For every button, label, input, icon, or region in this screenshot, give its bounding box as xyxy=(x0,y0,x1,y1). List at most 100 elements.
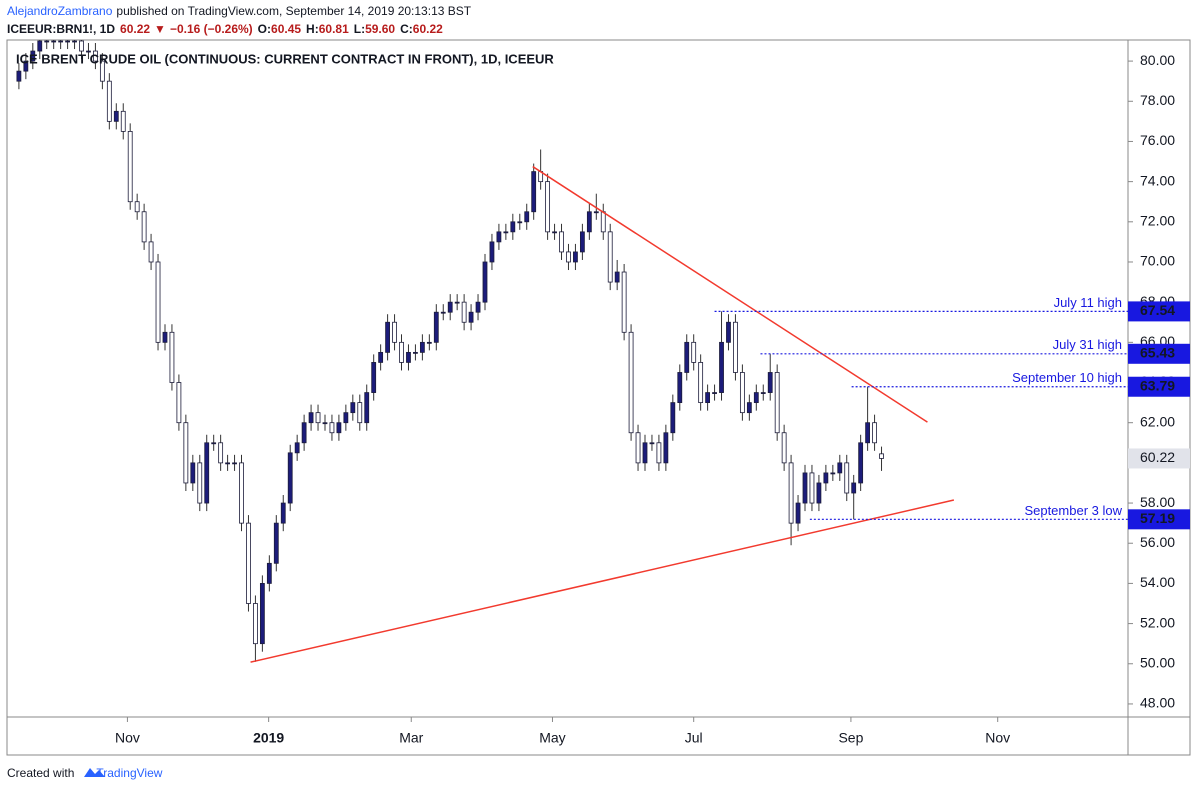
candle-body xyxy=(614,271,620,283)
candle-body xyxy=(399,341,404,363)
last-price-label: 60.22 xyxy=(1140,449,1175,465)
level-label: September 3 low xyxy=(1024,503,1122,518)
candle-body xyxy=(698,362,704,404)
ohlc-value: 59.60 xyxy=(365,22,395,36)
y-tick-label: 50.00 xyxy=(1140,654,1175,670)
candle-body xyxy=(545,181,551,233)
candle-body xyxy=(573,251,578,263)
author[interactable]: AlejandroZambrano xyxy=(7,4,113,18)
candle-body xyxy=(204,442,210,504)
candle-body xyxy=(496,231,502,243)
x-tick-label: Nov xyxy=(985,730,1010,746)
candle-body xyxy=(719,341,724,393)
candle-body xyxy=(37,40,43,52)
candle-body xyxy=(503,231,509,234)
candle-body xyxy=(517,221,523,224)
x-tick-label: Jul xyxy=(685,730,703,746)
y-tick-label: 80.00 xyxy=(1140,52,1175,68)
y-tick-label: 56.00 xyxy=(1140,534,1175,550)
candle-body xyxy=(559,231,564,253)
candle-body xyxy=(642,442,648,464)
ohlc: O:60.45 H:60.81 L:59.60 C:60.22 xyxy=(258,22,443,36)
y-tick-label: 72.00 xyxy=(1140,213,1175,229)
y-tick-label: 70.00 xyxy=(1140,253,1175,269)
trendline xyxy=(532,165,928,423)
candle-body xyxy=(336,422,342,434)
candle-body xyxy=(767,372,773,393)
candle-body xyxy=(566,251,571,263)
candle-body xyxy=(531,171,537,213)
candle-body xyxy=(823,472,829,484)
x-tick-label: Sep xyxy=(838,730,863,746)
footer-brand[interactable]: TradingView xyxy=(96,766,162,780)
footer-text: Created with xyxy=(7,766,74,780)
candle-body xyxy=(343,412,349,424)
candle-body xyxy=(72,40,77,43)
candle-body xyxy=(51,40,57,43)
candle-body xyxy=(844,462,850,494)
candle-body xyxy=(809,472,815,504)
ohlc-value: 60.45 xyxy=(271,22,301,36)
y-tick-label: 76.00 xyxy=(1140,132,1175,148)
candle-body xyxy=(190,462,196,484)
candle-body xyxy=(593,211,599,214)
candle-body xyxy=(663,432,669,464)
candle-body xyxy=(510,221,516,233)
candle-body xyxy=(294,442,300,454)
footer: Created with TradingView xyxy=(7,766,163,780)
candle-body xyxy=(44,40,50,43)
candle-body xyxy=(872,422,877,444)
candle-body xyxy=(419,341,425,353)
x-tick-label: Mar xyxy=(399,730,423,746)
level-label: September 10 high xyxy=(1012,370,1122,385)
level-label: July 11 high xyxy=(1054,295,1122,310)
candle-body xyxy=(413,351,418,354)
candle-body xyxy=(579,231,585,253)
candle-body xyxy=(86,50,91,53)
candle-body xyxy=(858,442,864,484)
candle-body xyxy=(489,241,495,263)
candle-body xyxy=(259,583,265,645)
candle-body xyxy=(273,522,279,564)
candle-body xyxy=(169,331,175,383)
candle-body xyxy=(788,462,794,524)
candle-body xyxy=(127,131,133,203)
candle-body xyxy=(837,462,843,474)
candle-body xyxy=(99,60,105,82)
candle-body xyxy=(113,110,119,122)
y-tick-label: 48.00 xyxy=(1140,695,1175,711)
candle-body xyxy=(586,211,592,233)
candle-body xyxy=(364,392,370,424)
candle-body xyxy=(301,422,307,444)
trendline xyxy=(250,499,955,663)
candle-body xyxy=(482,261,488,303)
candle-body xyxy=(879,453,884,459)
last: 60.22 xyxy=(120,22,150,36)
candle-body xyxy=(378,351,384,363)
candle-body xyxy=(726,321,731,343)
candle-body xyxy=(406,351,411,363)
candle-body xyxy=(774,372,780,434)
candle-body xyxy=(830,472,836,475)
candle-body xyxy=(357,402,363,424)
symbol: ICEEUR:BRN1!, 1D xyxy=(7,22,115,36)
price-box-label: 65.43 xyxy=(1140,344,1175,360)
candle-body xyxy=(211,442,217,445)
chart-title: ICE BRENT CRUDE OIL (CONTINUOUS: CURRENT… xyxy=(16,51,554,66)
ohlc-value: 60.81 xyxy=(319,22,349,36)
candle-body xyxy=(461,301,467,323)
candle-body xyxy=(280,502,286,524)
header-line: AlejandroZambrano published on TradingVie… xyxy=(7,4,472,18)
ohlc-value: 60.22 xyxy=(413,22,443,36)
candle-body xyxy=(120,110,126,132)
candle-body xyxy=(426,341,432,344)
published: published on TradingView.com, September … xyxy=(116,4,471,18)
candle-body xyxy=(753,392,759,404)
candle-body xyxy=(65,40,70,43)
candle-body xyxy=(552,231,557,234)
candle-body xyxy=(23,60,29,72)
candle-body xyxy=(447,301,453,313)
candle-body xyxy=(329,422,335,434)
candle-body xyxy=(58,40,64,43)
